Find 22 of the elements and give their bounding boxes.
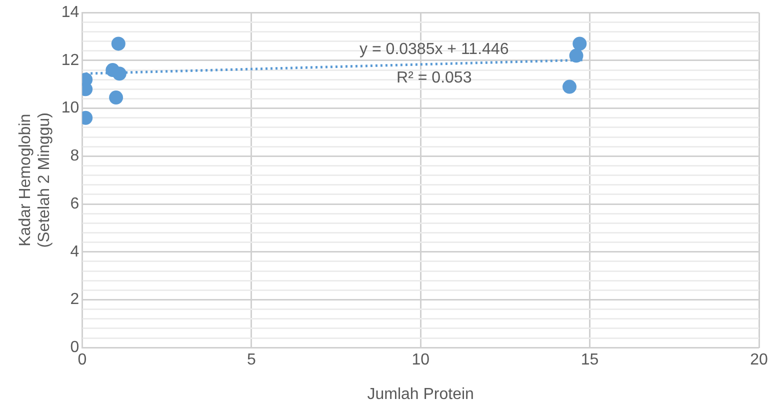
- y-tick-label: 6: [70, 195, 80, 212]
- point: [572, 36, 587, 51]
- y-tick-label: 0: [70, 339, 80, 356]
- y-tick-label: 8: [70, 148, 80, 165]
- point: [569, 48, 584, 63]
- point: [111, 36, 126, 51]
- y-tick-label: 12: [61, 52, 80, 69]
- y-tick-label: 4: [70, 243, 80, 260]
- annotation: R² = 0.053: [396, 69, 472, 86]
- point: [109, 90, 124, 105]
- y-tick-label: 2: [70, 291, 80, 308]
- x-tick-label: 20: [750, 352, 768, 369]
- x-tick-label: 10: [412, 352, 430, 369]
- x-axis-title: Jumlah Protein: [367, 386, 474, 403]
- y-tick-label: 10: [61, 100, 80, 117]
- x-tick-label: 15: [580, 352, 599, 369]
- y-tick-label: 14: [61, 4, 80, 22]
- y-axis-title: Kadar Hemoglobin (Setelah 2 Minggu): [17, 112, 54, 248]
- x-tick-label: 5: [246, 352, 256, 369]
- annotation: y = 0.0385x + 11.446: [360, 40, 509, 58]
- point: [112, 66, 126, 81]
- point: [562, 80, 576, 94]
